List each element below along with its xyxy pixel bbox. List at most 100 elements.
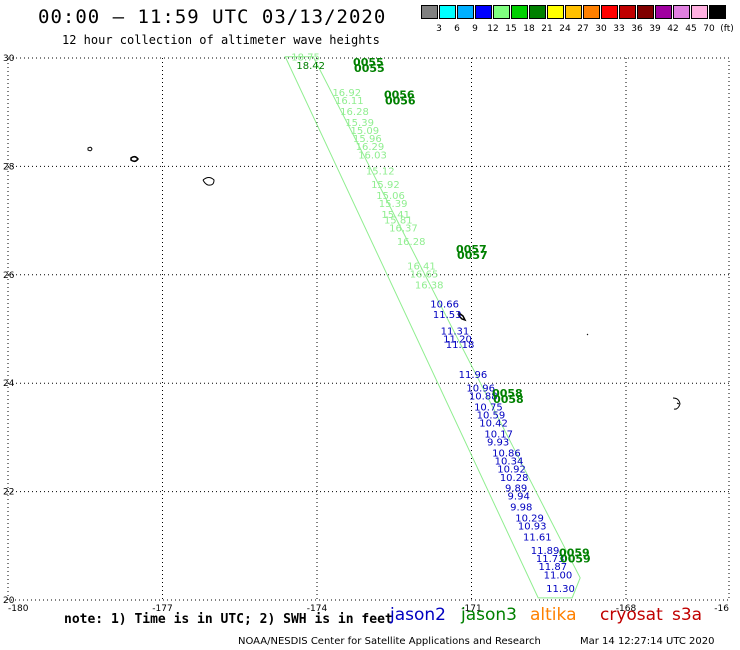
jason2-value-label: 11.30	[546, 584, 575, 595]
satellite-altika-label: altika	[530, 605, 577, 625]
colorbar-tick-label: 33	[613, 24, 625, 34]
jason3-value-label: 16.65	[410, 270, 439, 281]
time-label: 0058	[492, 387, 523, 400]
jason3-value-label: 18.75	[291, 53, 320, 64]
jason2-value-label: 10.92	[497, 465, 526, 476]
colorbar-swatch	[547, 5, 564, 19]
jason3-value-label: 15.96	[353, 134, 382, 145]
jason3-value-label: 16.41	[407, 261, 436, 272]
jason3-value-label: 15.39	[345, 118, 374, 129]
jason2-value-label: 11.18	[446, 340, 475, 351]
satellite-cryosat-label: cryosat	[600, 605, 663, 625]
jason2-value-label: 9.98	[510, 503, 532, 514]
colorbar-tick-label: 24	[559, 24, 571, 34]
colorbar-swatch	[493, 5, 510, 19]
jason2-value-label: 9.94	[508, 492, 530, 503]
colorbar-tick-label: 39	[649, 24, 661, 34]
island-outlines	[87, 146, 681, 410]
colorbar-swatch	[475, 5, 492, 19]
jason3-value-label: 16.28	[340, 107, 369, 118]
island-outline	[586, 333, 589, 336]
jason3-value-label: 18.42	[296, 61, 325, 72]
y-tick-label: 24	[3, 379, 15, 389]
jason3-value-label: 15.81	[384, 215, 413, 226]
colorbar-swatch	[421, 5, 438, 19]
colorbar-tick-label: 21	[541, 24, 553, 34]
jason2-value-label: 11.53	[433, 310, 462, 321]
colorbar-swatch	[457, 5, 474, 19]
jason2-value-label: 11.00	[544, 570, 573, 581]
jason2-value-label: 10.42	[479, 419, 508, 430]
colorbar-swatch	[691, 5, 708, 19]
jason2-value-label: 9.89	[505, 484, 527, 495]
colorbar-swatch	[529, 5, 546, 19]
colorbar-swatch	[601, 5, 618, 19]
jason3-value-label: 15.39	[379, 199, 408, 210]
y-tick-label: 26	[3, 271, 15, 281]
x-tick-label: -174	[307, 604, 328, 614]
track-swath	[284, 56, 581, 599]
chart-subtitle: 12 hour collection of altimeter wave hei…	[62, 33, 380, 47]
colorbar-swatch	[709, 5, 726, 19]
time-label: 0055	[353, 56, 384, 69]
jason2-value-label: 11.87	[538, 562, 567, 573]
x-tick-label: -180	[8, 604, 29, 614]
timestamp-text: Mar 14 12:27:14 UTC 2020	[580, 636, 715, 647]
colorbar-tick-label: 9	[472, 24, 478, 34]
jason2-value-label: 11.96	[459, 370, 488, 381]
jason2-value-label: 10.59	[477, 410, 506, 421]
colorbar-tick-label: 36	[631, 24, 643, 34]
colorbar-swatch	[619, 5, 636, 19]
island-outline	[672, 397, 681, 410]
colorbar-tick-label: 18	[523, 24, 535, 34]
plot-frame	[7, 57, 730, 601]
jason2-value-label: 11.61	[523, 532, 552, 543]
jason3-value-label: 16.11	[335, 96, 364, 107]
jason2-value-label: 10.34	[495, 457, 524, 468]
jason2-value-label: 11.89	[531, 546, 560, 557]
time-label: 0059	[559, 547, 590, 560]
colorbar-unit: (ft)	[720, 24, 734, 34]
jason2-value-label: 10.88	[469, 391, 498, 402]
x-tick-label: -168	[616, 604, 637, 614]
time-label: 0057	[456, 243, 487, 256]
colorbar-tick-label: 70	[703, 24, 715, 34]
time-label: 0056	[384, 89, 415, 102]
y-tick-label: 30	[3, 54, 15, 64]
chart-title: 00:00 – 11:59 UTC 03/13/2020	[38, 6, 387, 28]
jason2-value-label: 11.73	[536, 554, 565, 565]
colorbar-swatch	[565, 5, 582, 19]
jason3-value-label: 15.09	[350, 126, 379, 137]
jason2-value-label: 10.86	[492, 448, 521, 459]
y-tick-label: 28	[3, 162, 15, 172]
time-label: 0057	[457, 249, 488, 262]
y-tick-label: 20	[3, 596, 15, 606]
jason3-value-label: 16.03	[358, 150, 387, 161]
jason2-value-label: 10.28	[500, 473, 529, 484]
x-tick-label: -16	[714, 604, 729, 614]
jason2-value-label: 10.96	[466, 383, 495, 394]
colorbar-tick-label: 42	[667, 24, 679, 34]
jason3-value-label: 16.29	[356, 142, 385, 153]
colorbar-tick-label: 27	[577, 24, 589, 34]
jason3-value-label: 15.92	[371, 180, 400, 191]
island-outline	[130, 155, 139, 163]
island-outline	[458, 311, 467, 322]
wave-height-values: 18.7518.4216.9216.1116.2815.3915.0915.96…	[291, 53, 575, 595]
colorbar-swatch	[655, 5, 672, 19]
colorbar-tick-label: 45	[685, 24, 697, 34]
jason3-value-label: 15.41	[381, 210, 410, 221]
jason2-value-label: 10.66	[430, 299, 459, 310]
swath-outline	[284, 56, 581, 599]
jason3-value-label: 15.12	[366, 167, 395, 178]
grid-lines	[8, 58, 729, 600]
jason2-value-label: 10.75	[474, 402, 503, 413]
jason3-value-label: 16.38	[415, 280, 444, 291]
jason3-value-label: 16.92	[332, 88, 361, 99]
footer-note: note: 1) Time is in UTC; 2) SWH is in fe…	[64, 612, 393, 627]
island-outline	[87, 146, 93, 152]
time-label: 0058	[493, 393, 524, 406]
time-label: 0055	[354, 62, 385, 75]
x-tick-label: -177	[152, 604, 172, 614]
